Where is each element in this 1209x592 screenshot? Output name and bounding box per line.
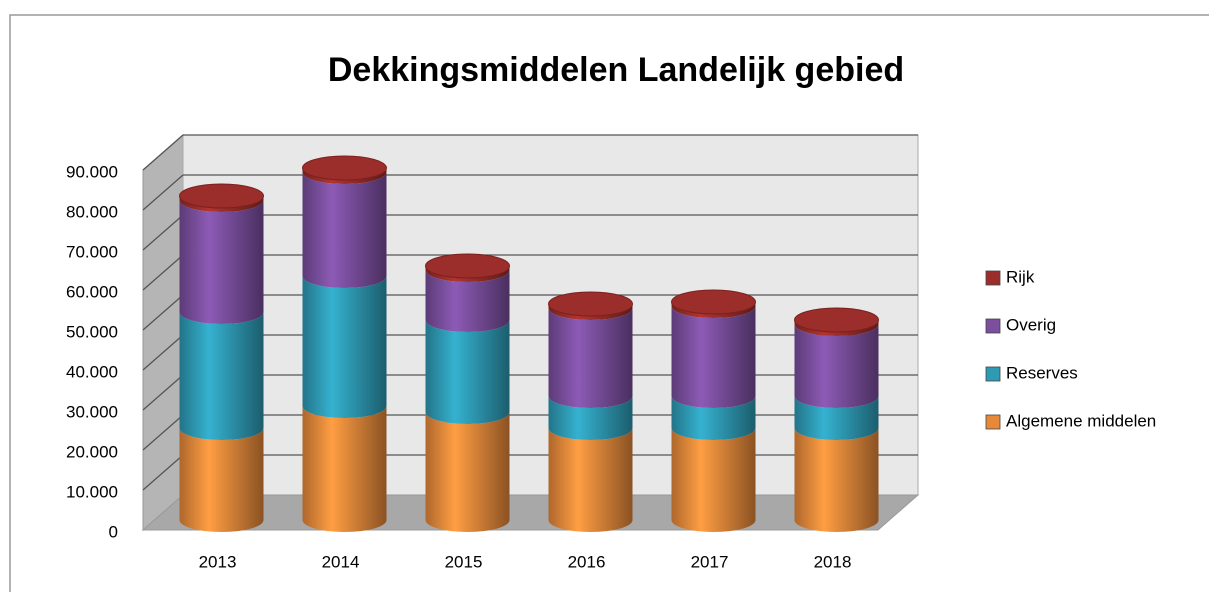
legend-swatch xyxy=(985,414,1001,430)
cylinder-segment xyxy=(425,320,510,425)
cylinder-segment xyxy=(548,396,633,440)
cylinder-segment xyxy=(794,396,879,440)
y-tick-label: 0 xyxy=(109,522,118,541)
x-tick-label: 2015 xyxy=(445,552,483,571)
x-tick-label: 2018 xyxy=(814,552,852,571)
cylinder-segment xyxy=(179,200,264,324)
y-tick-label: 70.000 xyxy=(66,242,118,261)
x-tick-label: 2014 xyxy=(322,552,360,571)
y-tick-label: 20.000 xyxy=(66,442,118,461)
cylinder-segment xyxy=(794,324,879,408)
grid-line xyxy=(142,374,184,411)
cylinder-segment xyxy=(425,270,510,332)
cylinder-segment xyxy=(794,320,879,336)
x-tick-label: 2016 xyxy=(568,552,606,571)
y-tick-label: 10.000 xyxy=(66,482,118,501)
cylinder-top xyxy=(794,307,879,333)
legend-swatch xyxy=(985,366,1001,382)
y-tick-label: 90.000 xyxy=(66,162,118,181)
cylinder-top xyxy=(548,291,633,317)
cylinder-segment xyxy=(179,196,264,213)
grid-line xyxy=(142,294,184,331)
cylinder-segment xyxy=(671,428,756,532)
cylinder-top xyxy=(302,155,387,181)
y-tick-label: 80.000 xyxy=(66,202,118,221)
y-tick-label: 30.000 xyxy=(66,402,118,421)
cylinder-segment xyxy=(425,266,510,282)
cylinder-segment xyxy=(548,304,633,320)
cylinder-segment xyxy=(671,396,756,440)
cylinder-top xyxy=(671,289,756,315)
x-tick-label: 2013 xyxy=(199,552,237,571)
cylinder-segment xyxy=(179,428,264,532)
grid-line xyxy=(142,214,184,251)
cylinder-top xyxy=(179,183,264,209)
legend-swatch xyxy=(985,270,1001,286)
y-tick-label: 40.000 xyxy=(66,362,118,381)
cylinder-segment xyxy=(179,312,264,440)
legend-swatch xyxy=(985,318,1001,334)
cylinder-segment xyxy=(302,168,387,184)
cylinder-segment xyxy=(425,412,510,532)
cylinder-segment xyxy=(302,276,387,419)
grid-line xyxy=(142,134,184,171)
grid-line xyxy=(142,414,184,451)
grid-line xyxy=(142,174,184,211)
cylinder-segment xyxy=(302,172,387,288)
grid-line xyxy=(142,454,184,491)
cylinder-segment xyxy=(548,308,633,408)
x-tick-label: 2017 xyxy=(691,552,729,571)
side-wall xyxy=(142,133,184,532)
cylinder-segment xyxy=(671,306,756,408)
chart-title: Dekkingsmiddelen Landelijk gebied xyxy=(328,51,904,89)
cylinder-top xyxy=(425,253,510,279)
legend-label: Algemene middelen xyxy=(1006,411,1156,430)
chart-frame xyxy=(9,14,1209,592)
cylinder-segment xyxy=(671,302,756,318)
y-tick-label: 50.000 xyxy=(66,322,118,341)
legend-label: Rijk xyxy=(1006,267,1035,286)
cylinder-segment xyxy=(548,428,633,532)
grid-line xyxy=(142,334,184,371)
legend-label: Reserves xyxy=(1006,363,1078,382)
grid-line xyxy=(142,254,184,291)
cylinder-segment xyxy=(794,428,879,532)
cylinder-segment xyxy=(302,406,387,532)
legend-label: Overig xyxy=(1006,315,1056,334)
y-tick-label: 60.000 xyxy=(66,282,118,301)
